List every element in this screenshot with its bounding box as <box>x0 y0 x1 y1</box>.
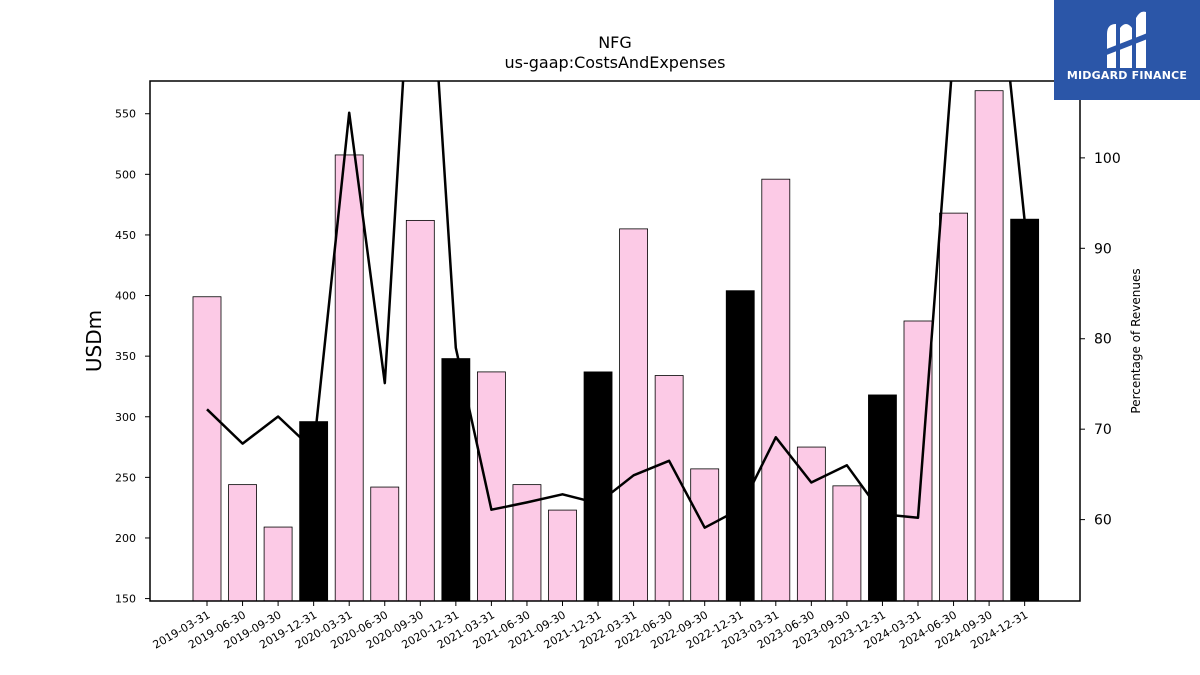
y2-tick-label: 90 <box>1094 241 1112 257</box>
bar <box>868 394 897 601</box>
y2-axis-label: Percentage of Revenues <box>1129 268 1143 413</box>
y2-tick-label: 80 <box>1094 332 1112 348</box>
bar <box>583 371 613 601</box>
bar <box>619 228 648 601</box>
bar <box>903 320 933 601</box>
brand-logo: MIDGARD FINANCE <box>1054 0 1200 100</box>
bar <box>974 90 1004 601</box>
bar <box>548 509 577 601</box>
bar <box>796 446 826 601</box>
bar <box>228 484 257 601</box>
bar <box>690 468 720 601</box>
y2-tick-label: 60 <box>1094 513 1112 529</box>
bar <box>405 219 435 601</box>
bar <box>299 421 329 601</box>
plot-frame <box>149 80 1081 602</box>
bar <box>832 485 862 601</box>
y-tick-label: 400 <box>115 290 136 303</box>
percentage-line <box>206 81 1026 529</box>
bar <box>441 358 471 601</box>
y2-tick-label: 100 <box>1094 151 1121 167</box>
y-tick-label: 500 <box>115 168 136 181</box>
bar <box>761 178 791 601</box>
bar <box>654 375 684 601</box>
bar <box>725 290 755 601</box>
chart-subtitle: us-gaap:CostsAndExpenses <box>505 53 726 72</box>
bar <box>192 296 222 601</box>
chart-title: NFG <box>598 33 632 52</box>
logo-mark-icon <box>1104 11 1150 69</box>
y2-tick-label: 70 <box>1094 422 1112 438</box>
y-tick-label: 150 <box>115 593 136 606</box>
bar <box>939 212 968 601</box>
bar <box>370 486 400 601</box>
logo-text: MIDGARD FINANCE <box>1066 69 1188 82</box>
bar <box>263 526 293 601</box>
y-tick-label: 200 <box>115 532 136 545</box>
y-tick-label: 550 <box>115 108 136 121</box>
bar <box>476 371 506 601</box>
bar <box>1010 218 1040 601</box>
y-tick-label: 300 <box>115 411 136 424</box>
bar <box>334 154 364 601</box>
y-tick-label: 450 <box>115 229 136 242</box>
y-tick-label: 350 <box>115 350 136 363</box>
y-axis-label: USDm <box>82 310 106 372</box>
y-tick-label: 250 <box>115 471 136 484</box>
